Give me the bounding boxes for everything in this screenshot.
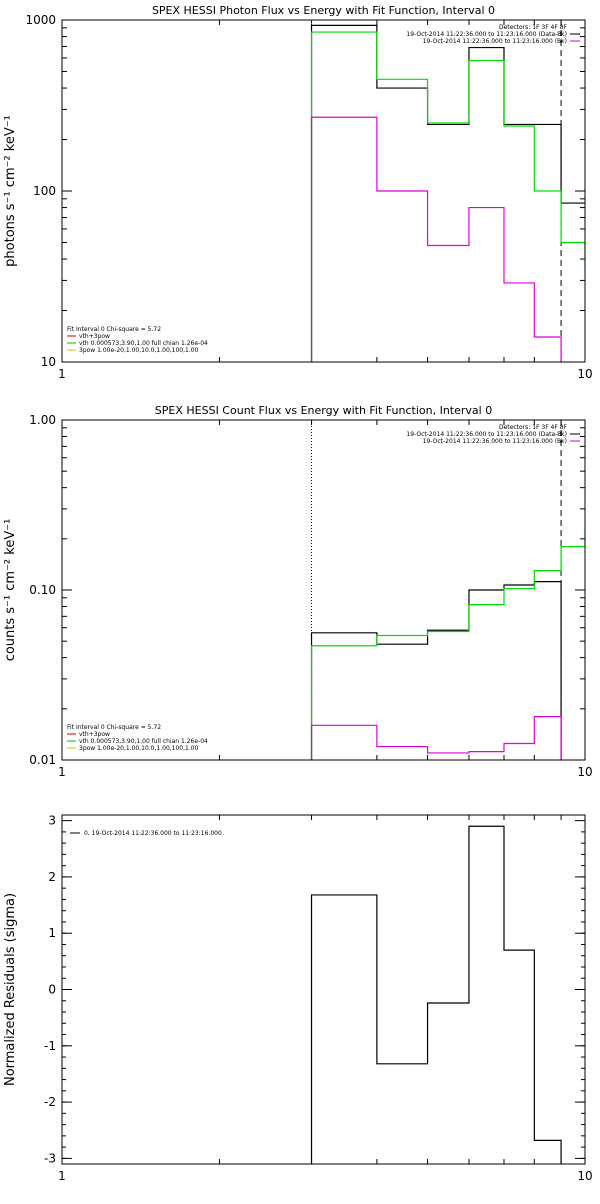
- x-tick-label: 10: [577, 765, 592, 779]
- y-tick-label: 100: [33, 184, 56, 198]
- legend-text: Detectors: 1F 3F 4F 8F: [499, 24, 568, 31]
- x-tick-label: 10: [577, 1169, 592, 1183]
- y-tick-label: 3: [48, 814, 56, 828]
- panel-photon: SPEX HESSI Photon Flux vs Energy with Fi…: [3, 4, 593, 381]
- legend-text: 19-Oct-2014 11:22:36.000 to 11:23:16.000…: [423, 438, 567, 445]
- legend-text: vth 0.000573,3.90,1.00 full chian 1.26e-…: [79, 340, 208, 347]
- legend-text: 19-Oct-2014 11:22:36.000 to 11:23:16.000…: [423, 38, 567, 45]
- series-0-step: [310, 825, 562, 1164]
- y-tick-label: 1000: [25, 13, 56, 27]
- legend-text: Detectors: 1F 3F 4F 8F: [499, 424, 568, 431]
- series-0-step: [310, 24, 585, 362]
- x-tick-label: 10: [577, 367, 592, 381]
- panel-count-ylabel: counts s⁻¹ cm⁻² keV⁻¹: [3, 519, 18, 662]
- y-tick-label: 2: [48, 870, 56, 884]
- series-1-step: [310, 31, 585, 362]
- legend-text: 19-Oct-2014 11:22:36.000 to 11:23:16.000…: [406, 31, 567, 38]
- panel-photon-frame: [61, 19, 586, 363]
- y-tick-label: 10: [41, 355, 56, 369]
- legend-text: 3pow 1.00e-20,1.00,10.0,1.00,100,1.00: [79, 745, 199, 752]
- y-tick-label: -2: [44, 1095, 56, 1109]
- y-tick-label: 1: [48, 926, 56, 940]
- x-tick-label: 1: [58, 1169, 66, 1183]
- legend-text: vth 0.000573,3.90,1.00 full chian 1.26e-…: [79, 738, 208, 745]
- panel-count-frame: [61, 419, 586, 761]
- y-tick-label: -3: [44, 1151, 56, 1165]
- legend-text: Fit Interval 0 Chi-square = 5.72: [67, 724, 161, 731]
- legend-text: 19-Oct-2014 11:22:36.000 to 11:23:16.000…: [406, 431, 567, 438]
- legend-text: vth+3pow: [79, 731, 110, 738]
- panel-count: SPEX HESSI Count Flux vs Energy with Fit…: [3, 404, 593, 779]
- x-tick-label: 1: [58, 765, 66, 779]
- legend-text: 0, 19-Oct-2014 11:22:36.000 to 11:23:16.…: [84, 830, 222, 837]
- series-2-step: [310, 716, 562, 760]
- panel-resid: Normalized Residuals (sigma) 1 10 -3 -2 -1 0 1 2…: [3, 814, 593, 1183]
- panel-resid-series: [310, 825, 562, 1164]
- series-0-step: [310, 581, 562, 760]
- panel-resid-ylabel: Normalized Residuals (sigma): [3, 893, 18, 1086]
- panel-photon-ylabel: photons s⁻¹ cm⁻² keV⁻¹: [3, 115, 18, 267]
- panel-photon-series: [310, 24, 585, 362]
- panel-count-title: SPEX HESSI Count Flux vs Energy with Fit…: [155, 404, 492, 417]
- panel-count-series: [310, 527, 585, 760]
- legend-text: Fit Interval 0 Chi-square = 5.72: [67, 326, 161, 333]
- x-tick-label: 1: [58, 367, 66, 381]
- y-tick-label: 0.01: [29, 753, 56, 767]
- y-tick-label: -1: [44, 1039, 56, 1053]
- y-tick-label: 0.10: [29, 583, 56, 597]
- legend-text: vth+3pow: [79, 333, 110, 340]
- panel-resid-frame: [61, 814, 586, 1165]
- y-tick-label: 0: [48, 983, 56, 997]
- series-1-step: [310, 527, 585, 760]
- panel-photon-title: SPEX HESSI Photon Flux vs Energy with Fi…: [152, 4, 495, 17]
- series-2-step: [310, 116, 562, 362]
- legend-text: 3pow 1.00e-20,1.00,10.0,1.00,100,1.00: [79, 347, 199, 354]
- y-tick-label: 1.00: [29, 413, 56, 427]
